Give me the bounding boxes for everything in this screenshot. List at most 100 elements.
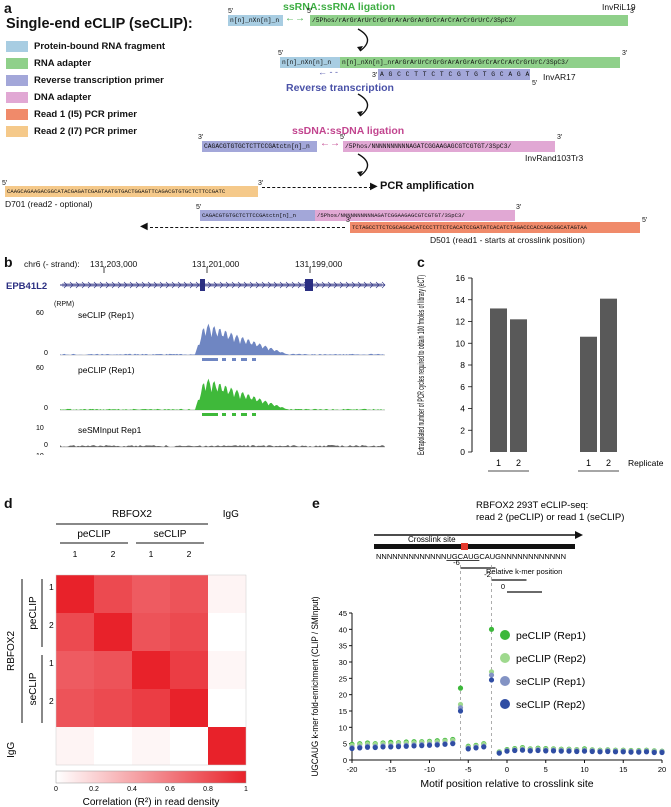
col-rep-label: 1 xyxy=(149,549,154,559)
row-subgroup-label: seCLIP xyxy=(28,672,39,705)
sequence: NNNNNNNNNNNNNUGCAUGCAUGNNNNNNNNNNNN xyxy=(376,552,566,561)
legend-label: Reverse transcription primer xyxy=(34,75,164,86)
utr xyxy=(62,283,382,287)
name-d501: D501 (read1 - starts at crosslink positi… xyxy=(430,235,585,245)
heatmap-cell xyxy=(56,613,94,651)
x-tick-label: 5 xyxy=(544,765,548,774)
legend-label: Read 2 (I7) PCR primer xyxy=(34,126,137,137)
legend-item: Reverse transcription primer xyxy=(6,74,164,88)
legend-swatch xyxy=(6,75,28,86)
track-zero: 0 xyxy=(44,442,48,449)
data-point xyxy=(458,686,463,691)
data-point xyxy=(373,745,378,750)
heatmap-cell xyxy=(208,689,246,727)
step-ssdna-ligation: ssDNA:ssDNA ligation xyxy=(292,125,404,137)
bar xyxy=(490,308,507,452)
dna-adapter: /5Phos/NNNNNNNNNNAGATCGGAAGAGCGTCGTGT/3S… xyxy=(343,141,555,152)
legend-label: Read 1 (I5) PCR primer xyxy=(34,109,137,120)
five-prime: 5′ xyxy=(642,217,647,224)
y-tick-label: 16 xyxy=(456,273,466,283)
heatmap-cell xyxy=(132,575,170,613)
heatmap-cell xyxy=(56,727,94,765)
y-axis-label: UGCAUG k-mer fold-enrichment (CLIP / SMI… xyxy=(310,597,321,777)
scatter-chart: RBFOX2 293T eCLIP-seq:read 2 (peCLIP) or… xyxy=(300,495,671,807)
track-max: 10 xyxy=(36,453,44,455)
data-point xyxy=(535,748,540,753)
y-tick-label: 30 xyxy=(339,658,347,667)
igg-row-label: IgG xyxy=(6,742,17,758)
cluster-bar xyxy=(222,358,226,361)
pcr-arrow-right-head: ▶ xyxy=(370,181,378,192)
data-point xyxy=(435,742,440,747)
heatmap: RBFOX2 IgGpeCLIP seCLIP1 2 1 2RBFOX2peCLIPseC… xyxy=(0,495,300,807)
track-max: 60 xyxy=(36,365,44,372)
heatmap-cell xyxy=(170,575,208,613)
data-point xyxy=(489,672,494,677)
x-tick-label: -20 xyxy=(347,765,358,774)
data-point xyxy=(512,748,517,753)
cluster-bar xyxy=(241,413,247,416)
replicate-axis-label: Replicate xyxy=(628,458,664,468)
rt-direction-arrow: ← - - xyxy=(318,67,338,77)
y-tick-label: 10 xyxy=(456,338,466,348)
row-rep-label: 1 xyxy=(49,658,54,668)
bar xyxy=(510,319,527,452)
legend-item: RNA adapter xyxy=(6,57,91,71)
heatmap-cell xyxy=(132,689,170,727)
pcr-primer-read2: CAAGCAGAAGACGGCATACGAGATCGAGTAATGTGACTGG… xyxy=(5,186,258,197)
five-prime: 5′ xyxy=(340,134,345,141)
data-point xyxy=(450,741,455,746)
track-name: seCLIP (Rep1) xyxy=(78,310,134,320)
y-tick-label: 25 xyxy=(339,674,347,683)
data-point xyxy=(388,744,393,749)
legend-marker xyxy=(500,699,510,709)
legend-label: Protein-bound RNA fragment xyxy=(34,41,165,52)
col-rep-label: 2 xyxy=(187,549,192,559)
x-tick-label: -5 xyxy=(465,765,472,774)
crosslink-marker xyxy=(461,543,468,550)
y-tick-label: 2 xyxy=(460,425,465,435)
x-tick-label: -15 xyxy=(385,765,396,774)
col-group-label: RBFOX2 xyxy=(112,509,152,520)
y-axis-label: Extrapolated number of PCR cycles requir… xyxy=(416,275,426,455)
pcr-arrow-left xyxy=(150,227,345,228)
data-point xyxy=(543,748,548,753)
three-prime: 3′ xyxy=(557,134,562,141)
legend-item: Protein-bound RNA fragment xyxy=(6,40,165,54)
legend-item: Read 2 (I7) PCR primer xyxy=(6,125,137,139)
data-point xyxy=(380,744,385,749)
row-group-label: RBFOX2 xyxy=(6,631,17,671)
data-point xyxy=(489,627,494,632)
name-invar17: InvAR17 xyxy=(543,72,576,82)
cdna: CAGACGTGTGCTCTTCCGAtctn[n]_n xyxy=(202,141,317,152)
cluster-bar xyxy=(202,358,218,361)
replicate-label: 2 xyxy=(606,458,611,468)
bar xyxy=(580,337,597,452)
heatmap-cell xyxy=(170,689,208,727)
replicate-label: 2 xyxy=(516,458,521,468)
y-tick-label: 8 xyxy=(460,360,465,370)
data-point xyxy=(411,743,416,748)
cluster-bar xyxy=(252,413,256,416)
kmer-mark: -2 xyxy=(484,570,491,579)
arrow-head xyxy=(575,531,583,539)
curved-arrow-1 xyxy=(350,27,380,55)
heatmap-cell xyxy=(170,727,208,765)
legend-item: Read 1 (I5) PCR primer xyxy=(6,108,137,122)
data-point xyxy=(481,744,486,749)
heatmap-cell xyxy=(94,689,132,727)
heatmap-cell xyxy=(208,727,246,765)
heatmap-cell xyxy=(56,575,94,613)
track-name: peCLIP (Rep1) xyxy=(78,365,135,375)
data-point xyxy=(419,743,424,748)
y-tick-label: 15 xyxy=(339,707,347,716)
heatmap-cell xyxy=(170,613,208,651)
y-tick-label: 40 xyxy=(339,625,347,634)
e-title: RBFOX2 293T eCLIP-seq: xyxy=(476,500,588,511)
pcr-adapter: /5Phos/NNNNNNNNNNAGATCGGAAGAGCGTCGTGT/3S… xyxy=(315,210,515,221)
heatmap-cell xyxy=(132,613,170,651)
crosslink-label: Crosslink site xyxy=(408,535,456,544)
three-prime: 3′ xyxy=(622,50,627,57)
legend-swatch xyxy=(6,41,28,52)
x-tick-label: 15 xyxy=(619,765,627,774)
